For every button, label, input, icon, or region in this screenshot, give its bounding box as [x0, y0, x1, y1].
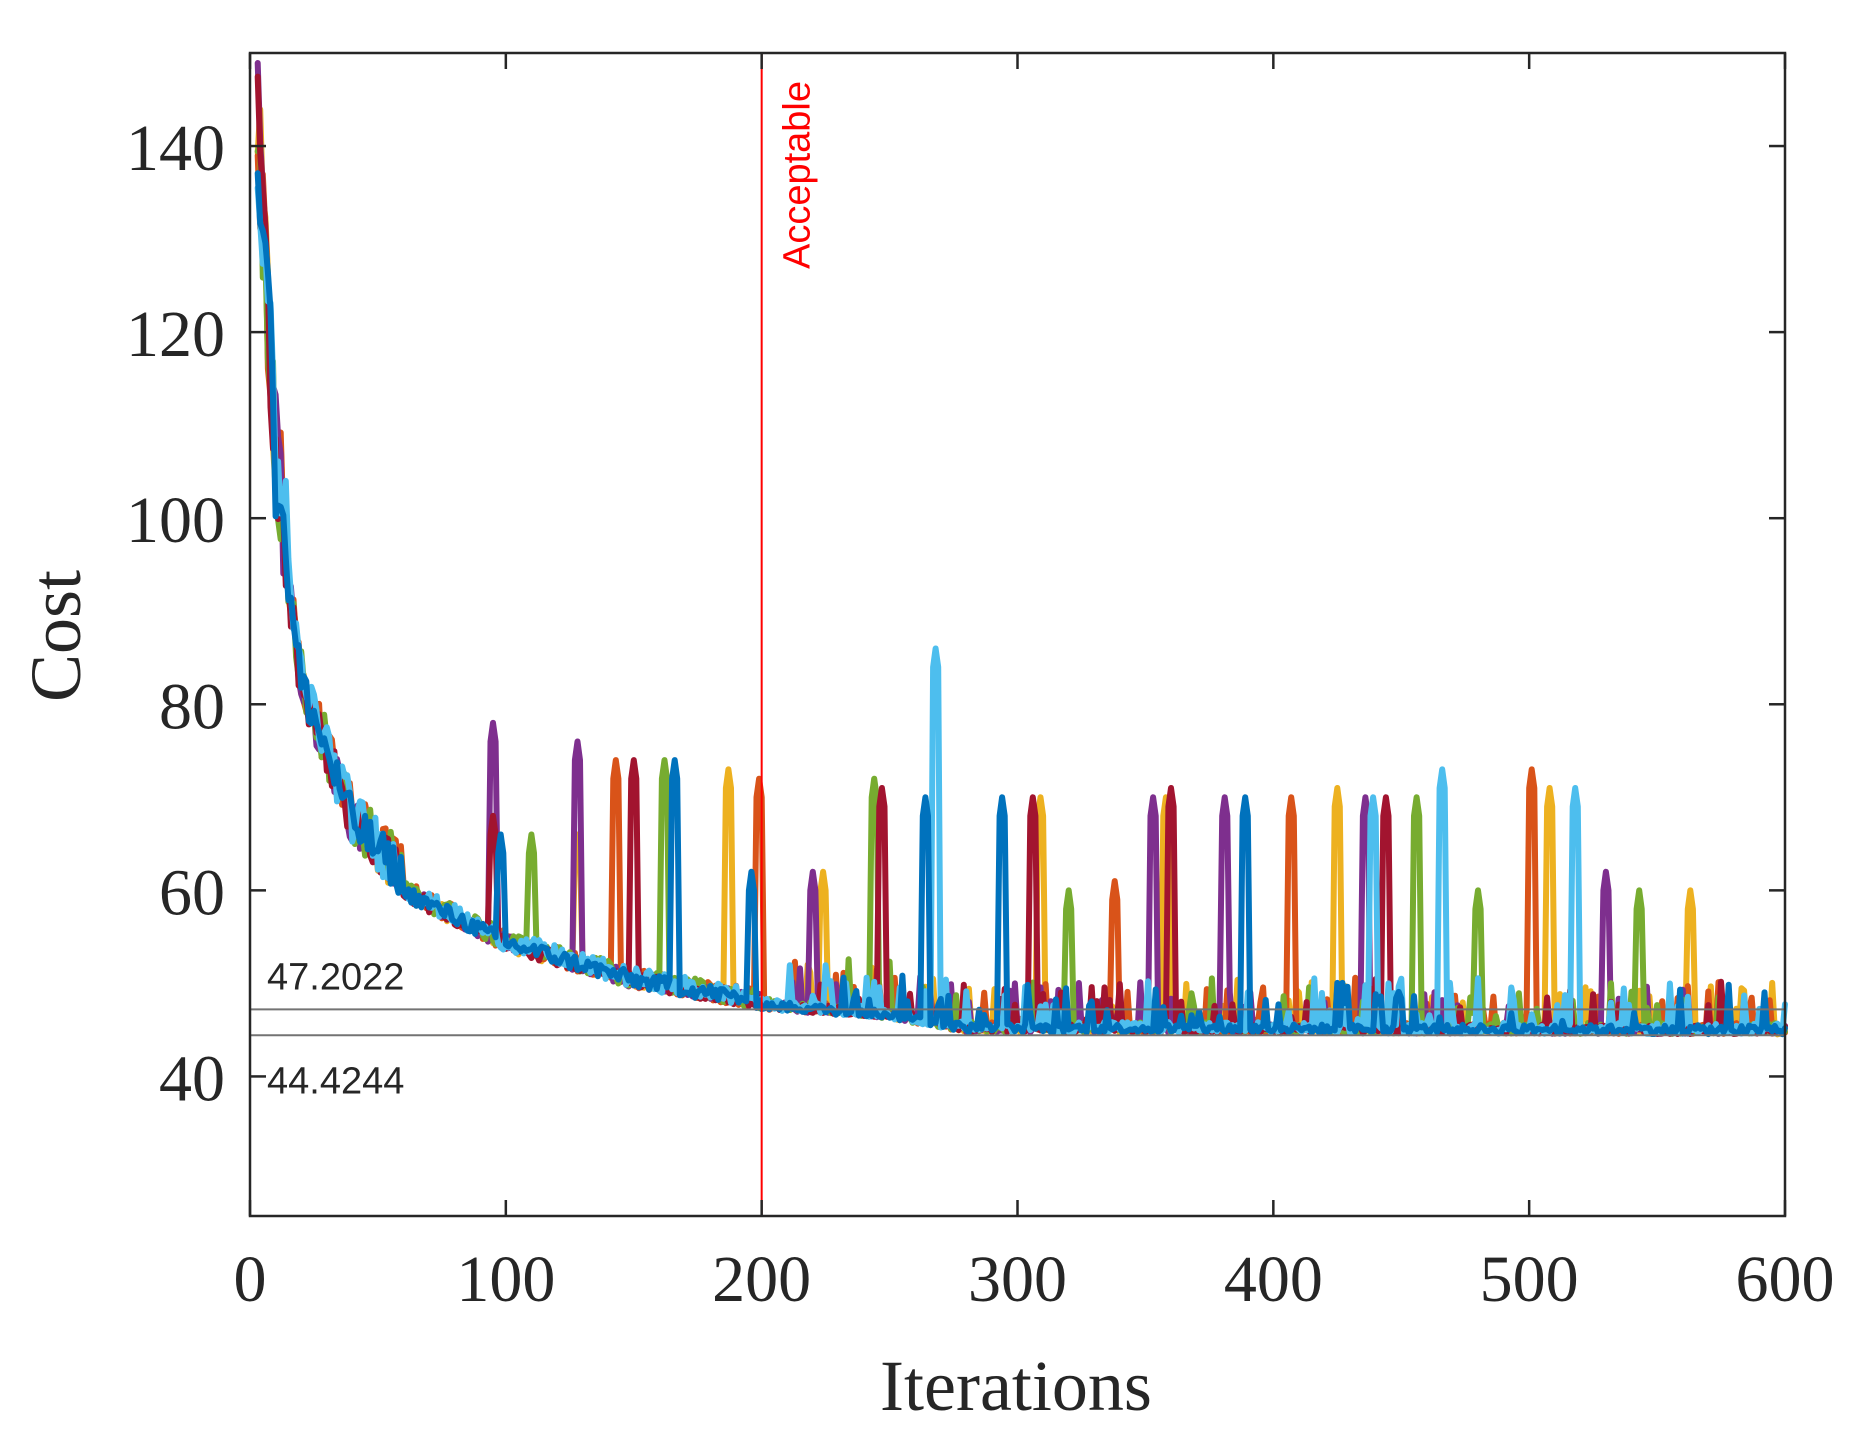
y-tick-label: 80 [159, 670, 225, 743]
y-tick-label: 100 [126, 484, 225, 557]
x-tick-label: 0 [234, 1243, 267, 1316]
x-tick-label: 400 [1224, 1243, 1323, 1316]
x-tick-label: 300 [968, 1243, 1067, 1316]
y-tick-label: 120 [126, 298, 225, 371]
series-layer [254, 60, 1788, 1038]
hline-label-1: 47.2022 [267, 956, 404, 998]
y-tick-label: 60 [159, 856, 225, 929]
x-tick-label: 200 [712, 1243, 811, 1316]
x-axis-title: Iterations [880, 1346, 1152, 1426]
x-tick-label: 500 [1480, 1243, 1579, 1316]
y-axis-title: Cost [16, 570, 96, 702]
x-tick-label: 600 [1736, 1243, 1835, 1316]
axis-ticks: 0 100 200 300 400 500 600 40 60 80 100 120 140 [126, 53, 1835, 1316]
y-tick-label: 40 [159, 1042, 225, 1115]
x-tick-label: 100 [456, 1243, 555, 1316]
series-line-7 [254, 170, 1788, 1038]
reference-lines: 47.2022 44.4244 Acceptable [250, 53, 1785, 1216]
acceptable-label: Acceptable [777, 81, 819, 269]
plot-background [250, 53, 1785, 1216]
y-tick-label: 140 [126, 112, 225, 185]
hline-label-2: 44.4244 [267, 1060, 404, 1102]
